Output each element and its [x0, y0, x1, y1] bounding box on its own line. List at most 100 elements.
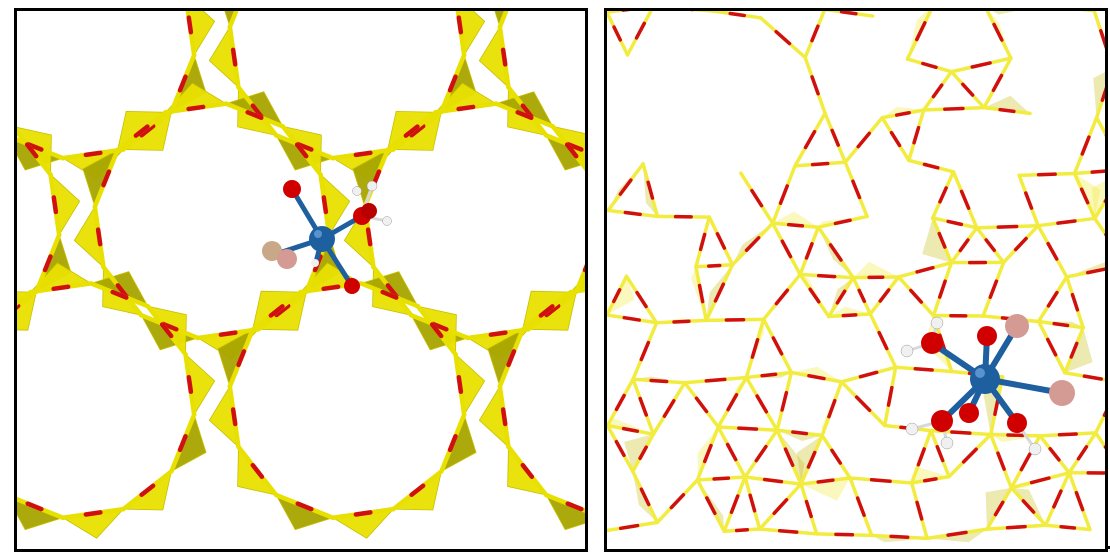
framework-oxygen-bond: [177, 434, 188, 453]
framework-tetrahedron: [1093, 72, 1105, 118]
framework-oxygen-bond: [83, 150, 103, 158]
framework-oxygen-bond: [1069, 341, 1079, 359]
framework-tetrahedron: [17, 290, 38, 331]
framework-oxygen-bond: [810, 75, 820, 96]
framework-oxygen-bond: [429, 322, 444, 339]
framework-oxygen-bond: [777, 528, 799, 534]
framework-oxygen-bond: [500, 407, 508, 427]
framework-oxygen-bond: [1080, 135, 1091, 156]
framework-oxygen-bond: [760, 372, 778, 378]
oxygen-atom: [921, 332, 943, 354]
hydrogen-atom: [352, 186, 362, 196]
framework-oxygen-bond: [321, 195, 329, 215]
framework-oxygen-bond: [996, 224, 1019, 229]
framework-tetrahedron: [697, 426, 719, 480]
framework-oxygen-bond: [230, 407, 238, 427]
framework-oxygen-bond: [1013, 236, 1028, 252]
framework-tetrahedron: [1064, 327, 1093, 373]
framework-oxygen-bond: [565, 501, 584, 512]
framework-oxygen-bond: [943, 106, 965, 111]
framework-oxygen-bond: [177, 74, 188, 93]
framework-oxygen-bond: [669, 493, 686, 510]
hydrogen-atom: [930, 316, 944, 330]
framework-tetrahedron: [607, 417, 654, 435]
framework-oxygen-bond: [915, 21, 927, 42]
framework-oxygen-bond: [921, 61, 938, 70]
framework-oxygen-bond: [1052, 489, 1063, 509]
framework-tetrahedron: [1091, 180, 1105, 219]
oxygen-atom: [283, 180, 301, 198]
framework-bond: [1093, 410, 1105, 435]
edge-mark: [1107, 546, 1110, 549]
framework-oxygen-bond: [728, 11, 746, 18]
framework-oxygen-bond: [715, 232, 727, 250]
framework-oxygen-bond: [353, 150, 373, 158]
framework-oxygen-bond: [139, 483, 156, 498]
framework-oxygen-bond: [889, 534, 910, 540]
framework-oxygen-bond: [544, 303, 561, 318]
framework-oxygen-bond: [909, 288, 924, 304]
framework-oxygen-bond: [984, 238, 996, 253]
framework-oxygen-bond: [783, 447, 795, 467]
framework-oxygen-bond: [230, 47, 238, 67]
framework-oxygen-bond: [564, 142, 579, 159]
left-framework-bonds: [17, 11, 585, 521]
framework-oxygen-bond: [1045, 337, 1058, 357]
framework-oxygen-bond: [855, 496, 866, 518]
framework-oxygen-bond: [961, 82, 975, 97]
framework-oxygen-bond: [993, 500, 1005, 517]
framework-oxygen-bond: [774, 288, 790, 306]
framework-oxygen-bond: [729, 494, 740, 515]
framework-oxygen-bond: [1086, 267, 1105, 275]
framework-oxygen-bond: [713, 282, 726, 303]
framework-oxygen-bond: [409, 123, 426, 138]
hydrogen-atom: [905, 422, 919, 436]
left-framework-image: [17, 11, 585, 539]
framework-oxygen-bond: [705, 496, 717, 516]
framework-oxygen-bond: [456, 15, 464, 35]
framework-oxygen-bond: [1076, 445, 1089, 461]
framework-bond: [1094, 115, 1105, 137]
framework-oxygen-bond: [835, 289, 847, 305]
framework-oxygen-bond: [856, 131, 872, 149]
framework-bond: [607, 11, 631, 14]
framework-oxygen-bond: [961, 447, 978, 464]
framework-oxygen-bond: [839, 11, 858, 16]
framework-oxygen-bond: [447, 434, 458, 453]
heteroatom: [1049, 380, 1075, 406]
hydrogen-atom: [940, 436, 954, 450]
framework-oxygen-bond: [488, 330, 508, 337]
framework-oxygen-bond: [915, 265, 935, 274]
framework-tetrahedron: [607, 276, 635, 315]
framework-oxygen-bond: [218, 330, 238, 337]
framework-oxygen-bond: [295, 501, 314, 512]
framework-oxygen-bond: [133, 124, 150, 138]
framework-oxygen-bond: [25, 501, 44, 512]
framework-oxygen-bond: [780, 390, 789, 412]
oxygen-atom: [361, 203, 377, 219]
framework-oxygen-bond: [520, 462, 535, 479]
framework-tetrahedron: [992, 11, 1016, 15]
framework-bond: [1092, 216, 1105, 237]
framework-oxygen-bond: [294, 142, 309, 159]
framework-bond: [1092, 198, 1105, 221]
framework-oxygen-bond: [245, 110, 264, 121]
hydrogen-atom: [1028, 442, 1042, 456]
framework-oxygen-bond: [778, 184, 789, 205]
framework-bond: [574, 264, 585, 294]
framework-bond: [497, 11, 509, 30]
framework-oxygen-bond: [95, 227, 103, 247]
framework-oxygen-bond: [774, 29, 792, 46]
framework-oxygen-bond: [268, 304, 285, 318]
oxygen-atom: [1007, 413, 1027, 433]
framework-oxygen-bond: [755, 394, 769, 414]
framework-oxygen-bond: [869, 477, 892, 483]
framework-oxygen-bond: [159, 322, 174, 339]
hydrogen-atom: [382, 216, 392, 226]
framework-oxygen-bond: [734, 528, 750, 533]
framework-oxygen-bond: [804, 242, 814, 260]
hydrogen-atom: [366, 180, 378, 192]
framework-oxygen-bond: [1021, 499, 1036, 514]
framework-bond: [568, 287, 585, 295]
